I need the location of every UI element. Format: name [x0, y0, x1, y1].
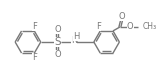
Text: CH₃: CH₃ — [142, 23, 157, 32]
Text: F: F — [32, 23, 37, 32]
Text: O: O — [54, 25, 61, 34]
Text: O: O — [119, 12, 125, 21]
Text: H: H — [73, 32, 79, 41]
Text: O: O — [127, 23, 134, 32]
Text: F: F — [96, 22, 101, 31]
Text: F: F — [32, 52, 37, 61]
Text: S: S — [54, 37, 61, 47]
Text: N: N — [71, 36, 77, 45]
Text: O: O — [54, 50, 61, 59]
